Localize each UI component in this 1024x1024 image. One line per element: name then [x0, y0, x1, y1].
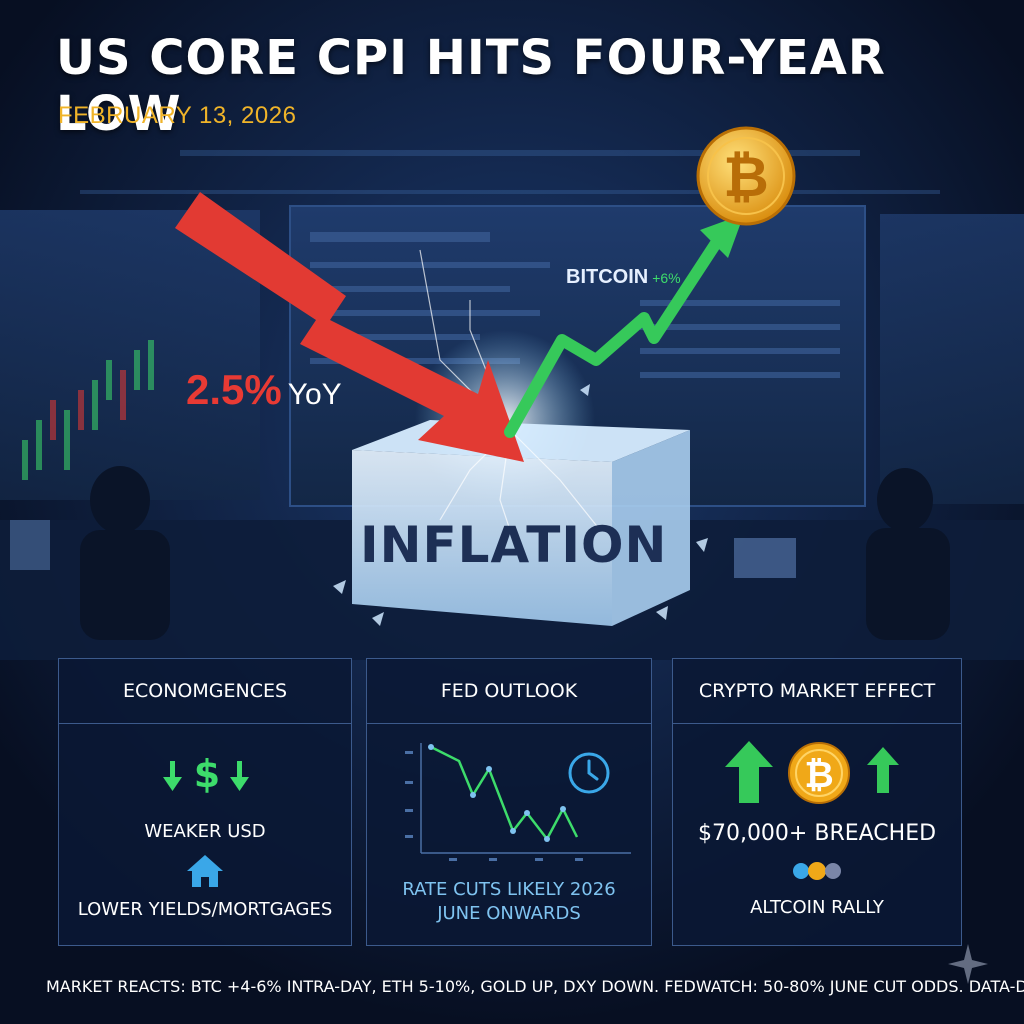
arrow-down-icon	[163, 761, 182, 791]
btc-breached-text: $70,000+ BREACHED	[697, 821, 937, 846]
economy-panel-title: ECONOMGENCES	[59, 659, 351, 724]
headline: US CORE CPI HITS FOUR-YEAR LOW	[56, 30, 886, 142]
house-icon	[187, 855, 223, 887]
market-ticker: MARKET REACTS: BTC +4-6% INTRA-DAY, ETH …	[46, 976, 1024, 996]
cpi-yoy-label: 2.5% YoY	[186, 366, 342, 414]
inflation-cube-label: INFLATION	[360, 516, 668, 574]
svg-text:₿: ₿	[723, 145, 769, 210]
arrow-up-icon	[867, 747, 899, 793]
clock-icon	[568, 752, 610, 794]
lower-yields-text: LOWER YIELDS/MORTGAGES	[77, 899, 333, 920]
fed-outlook-panel: FED OUTLOOK RATE CUTS LIKELY 2026	[366, 658, 652, 946]
svg-text:₿: ₿	[804, 755, 833, 796]
crypto-effect-panel-title: CRYPTO MARKET EFFECT	[673, 659, 961, 724]
altcoin-rally-text: ALTCOIN RALLY	[750, 897, 884, 918]
cpi-value: 2.5%	[186, 366, 282, 413]
cpi-unit: YoY	[287, 378, 342, 411]
altcoins-icon	[793, 862, 841, 880]
arrow-down-icon	[230, 761, 249, 791]
weaker-usd-text: WEAKER USD	[144, 821, 266, 842]
dollar-icon: $	[194, 752, 220, 795]
bitcoin-label: BITCOIN	[566, 266, 649, 288]
weaker-dollar-icon: $	[163, 752, 249, 795]
fed-outlook-panel-title: FED OUTLOOK	[367, 659, 651, 724]
rate-cuts-text: RATE CUTS LIKELY 2026	[402, 879, 616, 900]
bitcoin-icon: ₿	[788, 742, 850, 804]
line-chart-icon	[405, 743, 631, 861]
publish-date: FEBRUARY 13, 2026	[58, 102, 297, 129]
crypto-rally-icons: ₿	[725, 741, 899, 804]
june-onwards-text: JUNE ONWARDS	[437, 903, 581, 924]
bitcoin-change-label: BITCOIN +6%	[566, 266, 681, 289]
arrow-up-icon	[725, 741, 773, 803]
economy-panel: ECONOMGENCES $ WEAKER USD LOWER YIELDS/M…	[58, 658, 352, 946]
bitcoin-change-value: +6%	[652, 270, 681, 286]
crypto-effect-panel: CRYPTO MARKET EFFECT ₿ $70,000+ BREACHED…	[672, 658, 962, 946]
sparkle-icon	[948, 944, 988, 984]
